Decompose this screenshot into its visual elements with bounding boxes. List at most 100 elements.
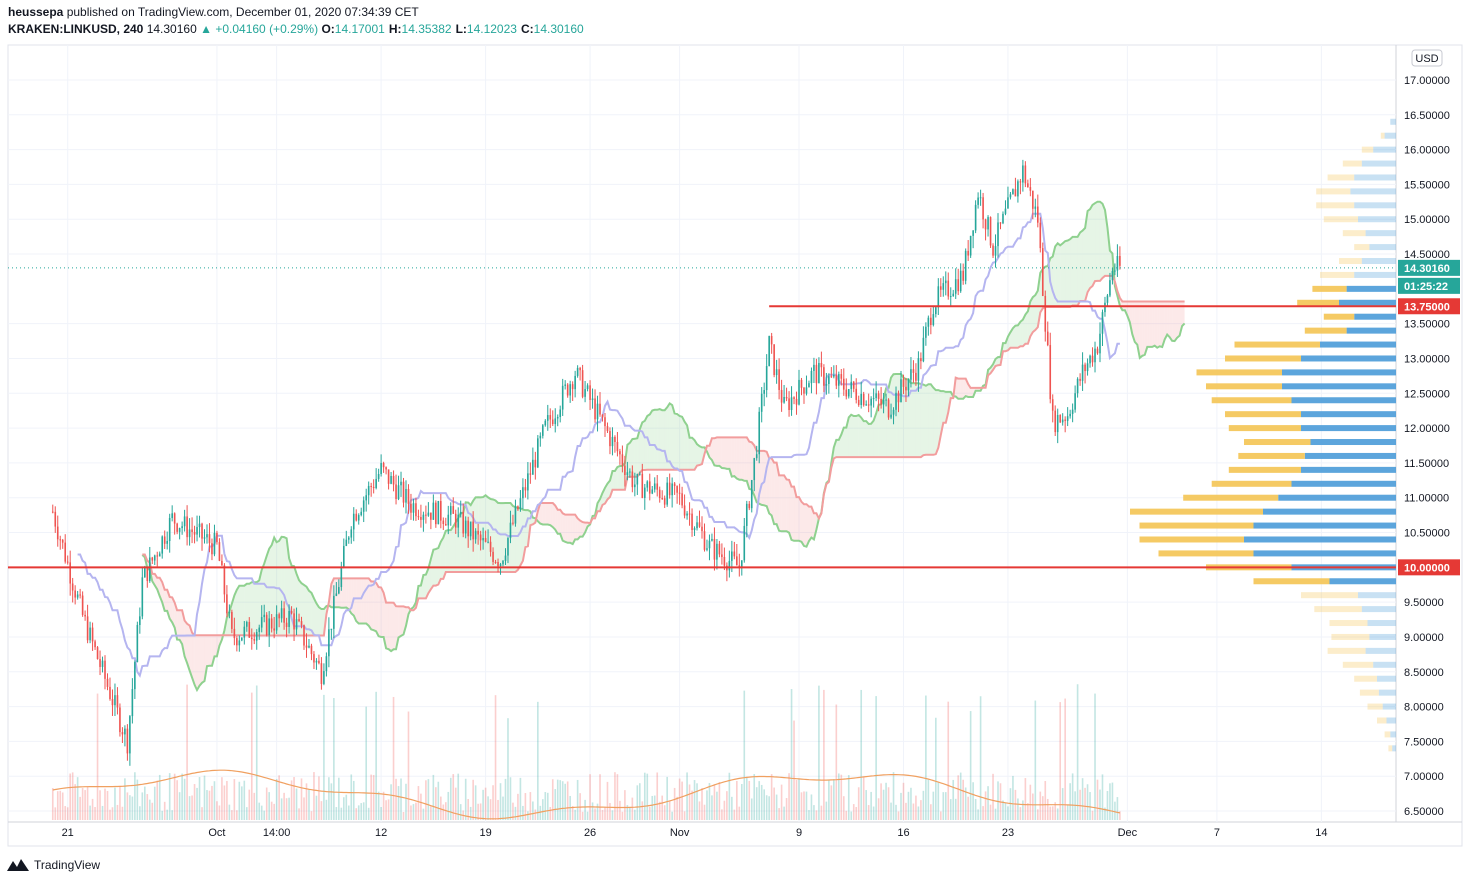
volume-bar (969, 711, 972, 820)
candle-body (400, 481, 402, 486)
volume-profile-up-bar (1253, 550, 1396, 557)
candle-body (666, 482, 668, 505)
grid (8, 45, 1396, 822)
candle-body (79, 594, 81, 596)
candle-body (1019, 181, 1022, 183)
volume-profile-up-bar (1361, 606, 1396, 613)
volume-bar (663, 805, 666, 820)
volume-profile-down-bar (1211, 480, 1292, 487)
horizontal-levels[interactable] (8, 267, 1396, 569)
candle-body (1044, 295, 1047, 332)
volume-bar (902, 782, 905, 820)
volume-bar (275, 778, 278, 820)
volume-bar (897, 811, 900, 820)
volume-bar (910, 787, 912, 820)
symbol-label[interactable]: KRAKEN:LINKUSD, 240 (8, 22, 144, 36)
volume-bar (601, 809, 604, 820)
candle-body (728, 560, 731, 571)
volume-bar (375, 691, 377, 820)
cloud-segment (843, 427, 847, 458)
volume-bar (51, 788, 54, 820)
cloud-segment (657, 409, 660, 470)
volume-bar (313, 772, 315, 820)
ohlc-value: 14.17001 (334, 22, 385, 36)
volume-profile-up-bar (1386, 717, 1396, 724)
candle-body (206, 534, 208, 538)
candle-body (820, 362, 823, 368)
candle-body (464, 520, 467, 534)
volume-bar (54, 807, 57, 820)
candle-body (425, 514, 427, 516)
cloud-segment (565, 514, 568, 543)
volume-bar (397, 786, 400, 820)
volume-bar (877, 798, 880, 820)
candle-body (930, 317, 932, 326)
volume-bar (325, 799, 328, 820)
candle-body (571, 384, 574, 390)
candle-body (126, 728, 129, 754)
cloud-segment (858, 415, 862, 458)
cloud-segment (1067, 239, 1071, 307)
candle-body (410, 503, 412, 513)
volume-bar (1116, 797, 1119, 820)
cloud-segment (943, 391, 946, 423)
volume-bar (474, 785, 477, 820)
volume-bar (527, 811, 529, 820)
candle-body (596, 403, 599, 420)
cloud-segment (861, 417, 864, 458)
volume-bar (405, 783, 407, 820)
tradingview-logo-icon[interactable] (6, 857, 30, 873)
volume-bar (594, 808, 596, 820)
volume-profile-down-bar (1225, 411, 1301, 418)
volume-bar (599, 774, 601, 820)
volume-bar (748, 780, 751, 820)
candle-body (987, 217, 989, 230)
cloud-segment (371, 581, 374, 631)
candle-body (275, 614, 278, 631)
publisher-name[interactable]: heussepa (8, 5, 64, 19)
volume-bar (1049, 806, 1052, 820)
ohlc-value: 14.30160 (533, 22, 584, 36)
candle-body (875, 393, 877, 399)
volume-bar (370, 774, 372, 820)
price-axis[interactable]: 17.00000 16.50000 16.00000 15.50000 15.00000… (1404, 75, 1450, 818)
candle-body (395, 484, 397, 500)
volume-bar (962, 779, 964, 820)
time-axis[interactable]: 21 Oct 14:00 12 19 26 Nov 9 16 23 Dec 7 14 (62, 827, 1328, 839)
volume-profile-up-bar (1369, 633, 1396, 640)
volume-bar (723, 800, 726, 820)
y-tick-label: 13.00000 (1404, 353, 1450, 365)
volume-bar (629, 807, 631, 820)
candle-body (89, 627, 91, 641)
candle-body (502, 560, 504, 565)
candle-body (825, 383, 828, 386)
volume-bar (330, 783, 333, 820)
chart-pane-border (7, 44, 1463, 847)
candle-body (74, 590, 76, 598)
volume-bar (203, 775, 206, 820)
candle-body (387, 469, 390, 484)
candle-body (658, 489, 661, 498)
currency-badge[interactable]: USD (1411, 49, 1443, 67)
candle-body (982, 197, 984, 220)
volume-bar (320, 801, 323, 820)
ohlc-key: C: (520, 22, 534, 36)
cloud-segment (425, 568, 429, 599)
x-tick-label: 26 (584, 827, 596, 839)
volume-bar (561, 781, 564, 820)
candle-body (290, 611, 293, 614)
volume-bar (840, 774, 843, 820)
brand-label[interactable]: TradingView (34, 858, 101, 872)
y-tick-label: 17.00000 (1404, 75, 1450, 87)
candle-body (417, 516, 420, 518)
candle-body (532, 459, 534, 475)
cloud-segment (500, 503, 504, 573)
cloud-segment (1134, 301, 1138, 345)
cloud-segment (945, 391, 949, 423)
cloud-segment (1077, 232, 1081, 306)
candle-body (997, 222, 999, 247)
volume-profile-down-bar (1304, 327, 1347, 334)
candle-body (193, 531, 196, 535)
volume-bar (691, 790, 693, 820)
